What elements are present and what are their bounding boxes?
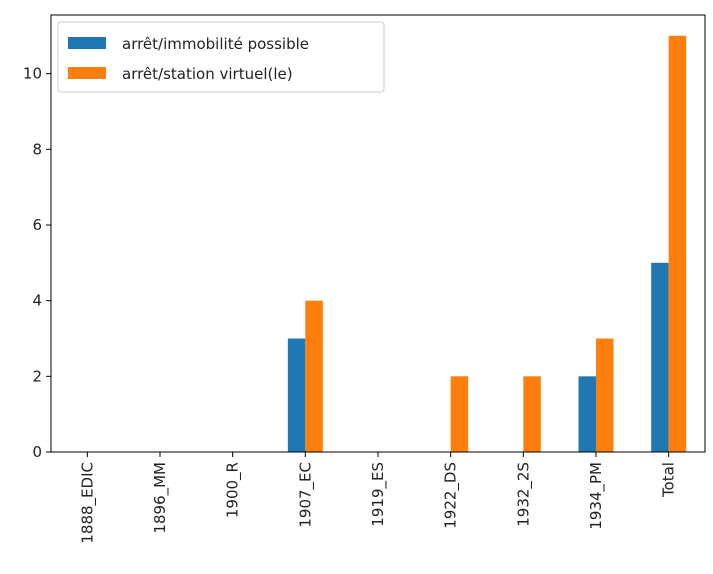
legend-swatch — [68, 67, 106, 79]
y-tick-label: 2 — [32, 367, 42, 385]
x-tick-label: 1907_EC — [296, 462, 315, 528]
y-tick-label: 6 — [32, 216, 42, 234]
bars-layer — [287, 35, 687, 453]
x-tick-label: 1932_2S — [514, 462, 533, 527]
legend: arrêt/immobilité possible arrêt/station v… — [57, 21, 385, 93]
legend-label: arrêt/immobilité possible — [122, 35, 309, 53]
y-axis: 0 2 4 6 8 10 — [23, 65, 51, 461]
bar-virtuel-1907_EC — [305, 300, 323, 452]
bar-immobilite-1934_PM — [578, 376, 596, 452]
bar-virtuel-1932_2S — [523, 376, 541, 452]
bar-immobilite-Total — [651, 262, 669, 452]
bar-virtuel-1934_PM — [596, 338, 614, 452]
legend-swatch — [68, 37, 106, 49]
legend-box — [57, 21, 385, 93]
x-tick-label: 1919_ES — [369, 462, 388, 527]
y-tick-label: 0 — [32, 443, 42, 461]
x-tick-label: 1896_MM — [151, 462, 170, 534]
y-tick-label: 8 — [32, 140, 42, 158]
x-tick-label: 1934_PM — [587, 462, 606, 530]
x-tick-label: Total — [660, 462, 678, 498]
x-tick-label: 1922_DS — [442, 462, 461, 529]
bar-virtuel-Total — [668, 35, 687, 453]
x-tick-label: 1888_EDIC — [78, 462, 97, 544]
plot-frame — [50, 14, 706, 453]
legend-label: arrêt/station virtuel(le) — [122, 65, 293, 83]
bar-immobilite-1907_EC — [287, 338, 306, 452]
y-tick-label: 4 — [32, 292, 42, 310]
y-tick-label: 10 — [23, 65, 42, 83]
bar-virtuel-1922_DS — [450, 376, 469, 452]
x-axis: 1888_EDIC 1896_MM 1900_R 1907_EC 1919_ES 1922… — [78, 452, 678, 544]
x-tick-label: 1900_R — [224, 462, 243, 518]
